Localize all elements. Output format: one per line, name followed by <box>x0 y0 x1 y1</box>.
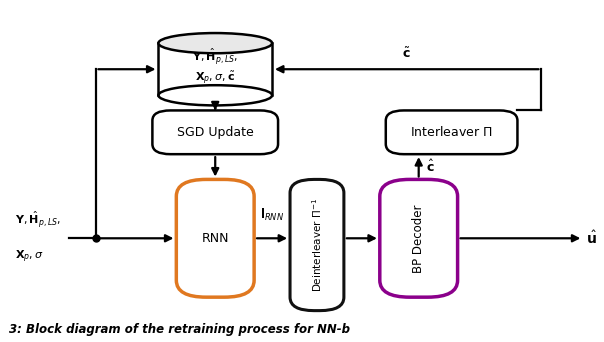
Text: $\mathbf{l}_{RNN}$: $\mathbf{l}_{RNN}$ <box>260 207 284 223</box>
Text: $\mathbf{Y}, \hat{\mathbf{H}}_{p,LS},$: $\mathbf{Y}, \hat{\mathbf{H}}_{p,LS},$ <box>14 209 61 230</box>
Text: 3: Block diagram of the retraining process for NN-b: 3: Block diagram of the retraining proce… <box>9 323 350 336</box>
Ellipse shape <box>158 33 272 53</box>
Text: $\mathbf{X}_p, \sigma$: $\mathbf{X}_p, \sigma$ <box>14 249 43 265</box>
Ellipse shape <box>158 85 272 105</box>
FancyBboxPatch shape <box>152 110 278 154</box>
FancyBboxPatch shape <box>386 110 518 154</box>
Text: RNN: RNN <box>202 232 229 245</box>
FancyBboxPatch shape <box>290 180 344 311</box>
Text: $\mathbf{Y},\hat{\mathbf{H}}_{p,LS},$
$\mathbf{X}_p, \sigma, \tilde{\mathbf{c}}$: $\mathbf{Y},\hat{\mathbf{H}}_{p,LS},$ $\… <box>192 46 239 87</box>
Text: $\tilde{\mathbf{c}}$: $\tilde{\mathbf{c}}$ <box>402 47 411 61</box>
Text: SGD Update: SGD Update <box>177 126 254 139</box>
Text: BP Decoder: BP Decoder <box>412 204 425 273</box>
FancyBboxPatch shape <box>380 180 458 297</box>
Text: $\hat{\mathbf{c}}$: $\hat{\mathbf{c}}$ <box>426 159 435 175</box>
FancyBboxPatch shape <box>176 180 254 297</box>
Text: Interleaver $\Pi$: Interleaver $\Pi$ <box>410 125 493 139</box>
Text: Deinterleaver $\Pi^{-1}$: Deinterleaver $\Pi^{-1}$ <box>310 198 324 292</box>
Text: $\hat{\mathbf{u}}$: $\hat{\mathbf{u}}$ <box>586 230 597 247</box>
